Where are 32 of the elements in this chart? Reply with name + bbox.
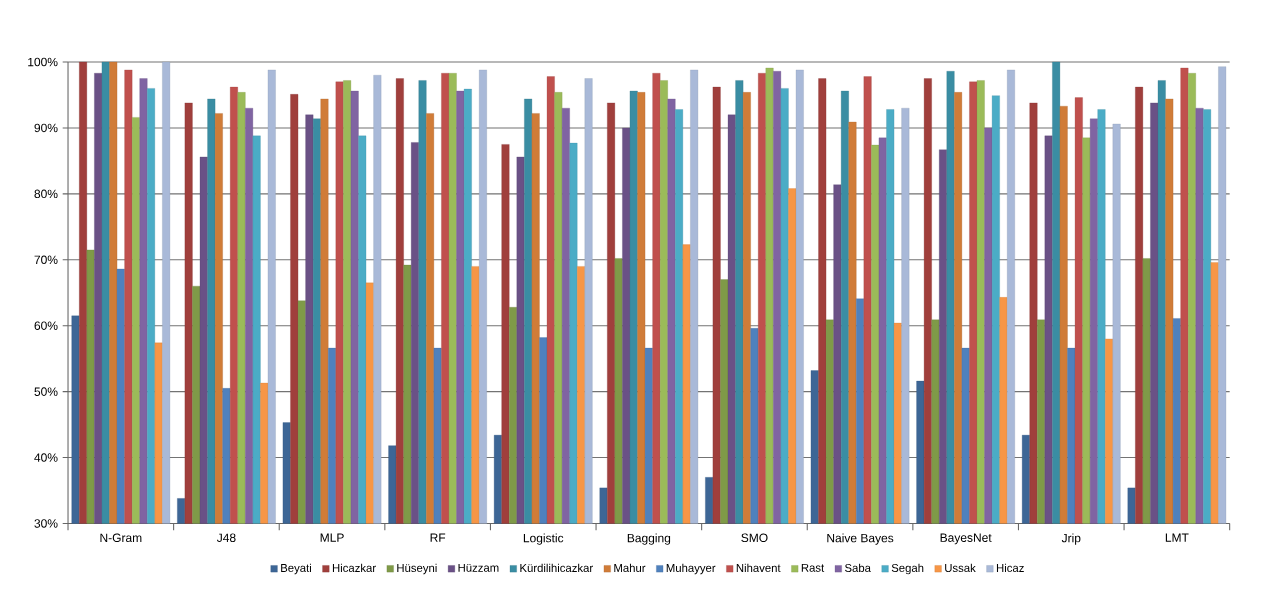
- legend-label: Nihavent: [736, 563, 781, 573]
- x-tick-label: J48: [216, 533, 236, 543]
- x-tick-label: BayesNet: [940, 533, 992, 545]
- legend-label: Saba: [845, 563, 871, 573]
- legend-label: Hicazkar: [332, 563, 376, 573]
- legend-label: Kürdilihicazkar: [520, 563, 593, 573]
- y-tick-label: 50%: [34, 387, 58, 396]
- y-tick-label: 70%: [34, 255, 58, 265]
- legend-label: Beyati: [281, 563, 311, 575]
- x-tick-label: Jrip: [1061, 533, 1081, 545]
- y-tick-label: 40%: [34, 453, 58, 462]
- y-tick-label: 100%: [28, 57, 58, 67]
- y-tick-label: 90%: [34, 123, 58, 133]
- legend-label: Mahur: [614, 563, 646, 573]
- legend-label: Muhayyer: [666, 563, 716, 575]
- y-tick-label: 80%: [34, 189, 58, 199]
- x-tick-label: Bagging: [627, 533, 671, 545]
- x-tick-label: Logistic: [523, 533, 564, 545]
- x-tick-label: Naive Bayes: [827, 533, 894, 545]
- legend-label: Segah: [891, 563, 924, 575]
- y-tick-label: 60%: [34, 321, 58, 331]
- y-tick-label: 30%: [34, 519, 58, 528]
- legend-label: Hicaz: [996, 563, 1024, 573]
- x-tick-label: LMT: [1165, 533, 1189, 542]
- legend-label: Hüzzam: [458, 563, 499, 572]
- x-tick-label: N-Gram: [100, 533, 142, 543]
- x-tick-label: SMO: [741, 533, 768, 543]
- legend-label: Hüseyni: [397, 563, 437, 575]
- legend-label: Rast: [801, 563, 825, 572]
- legend-label: Ussak: [945, 563, 976, 573]
- x-tick-label: MLP: [320, 533, 344, 542]
- x-tick-label: RF: [430, 533, 446, 542]
